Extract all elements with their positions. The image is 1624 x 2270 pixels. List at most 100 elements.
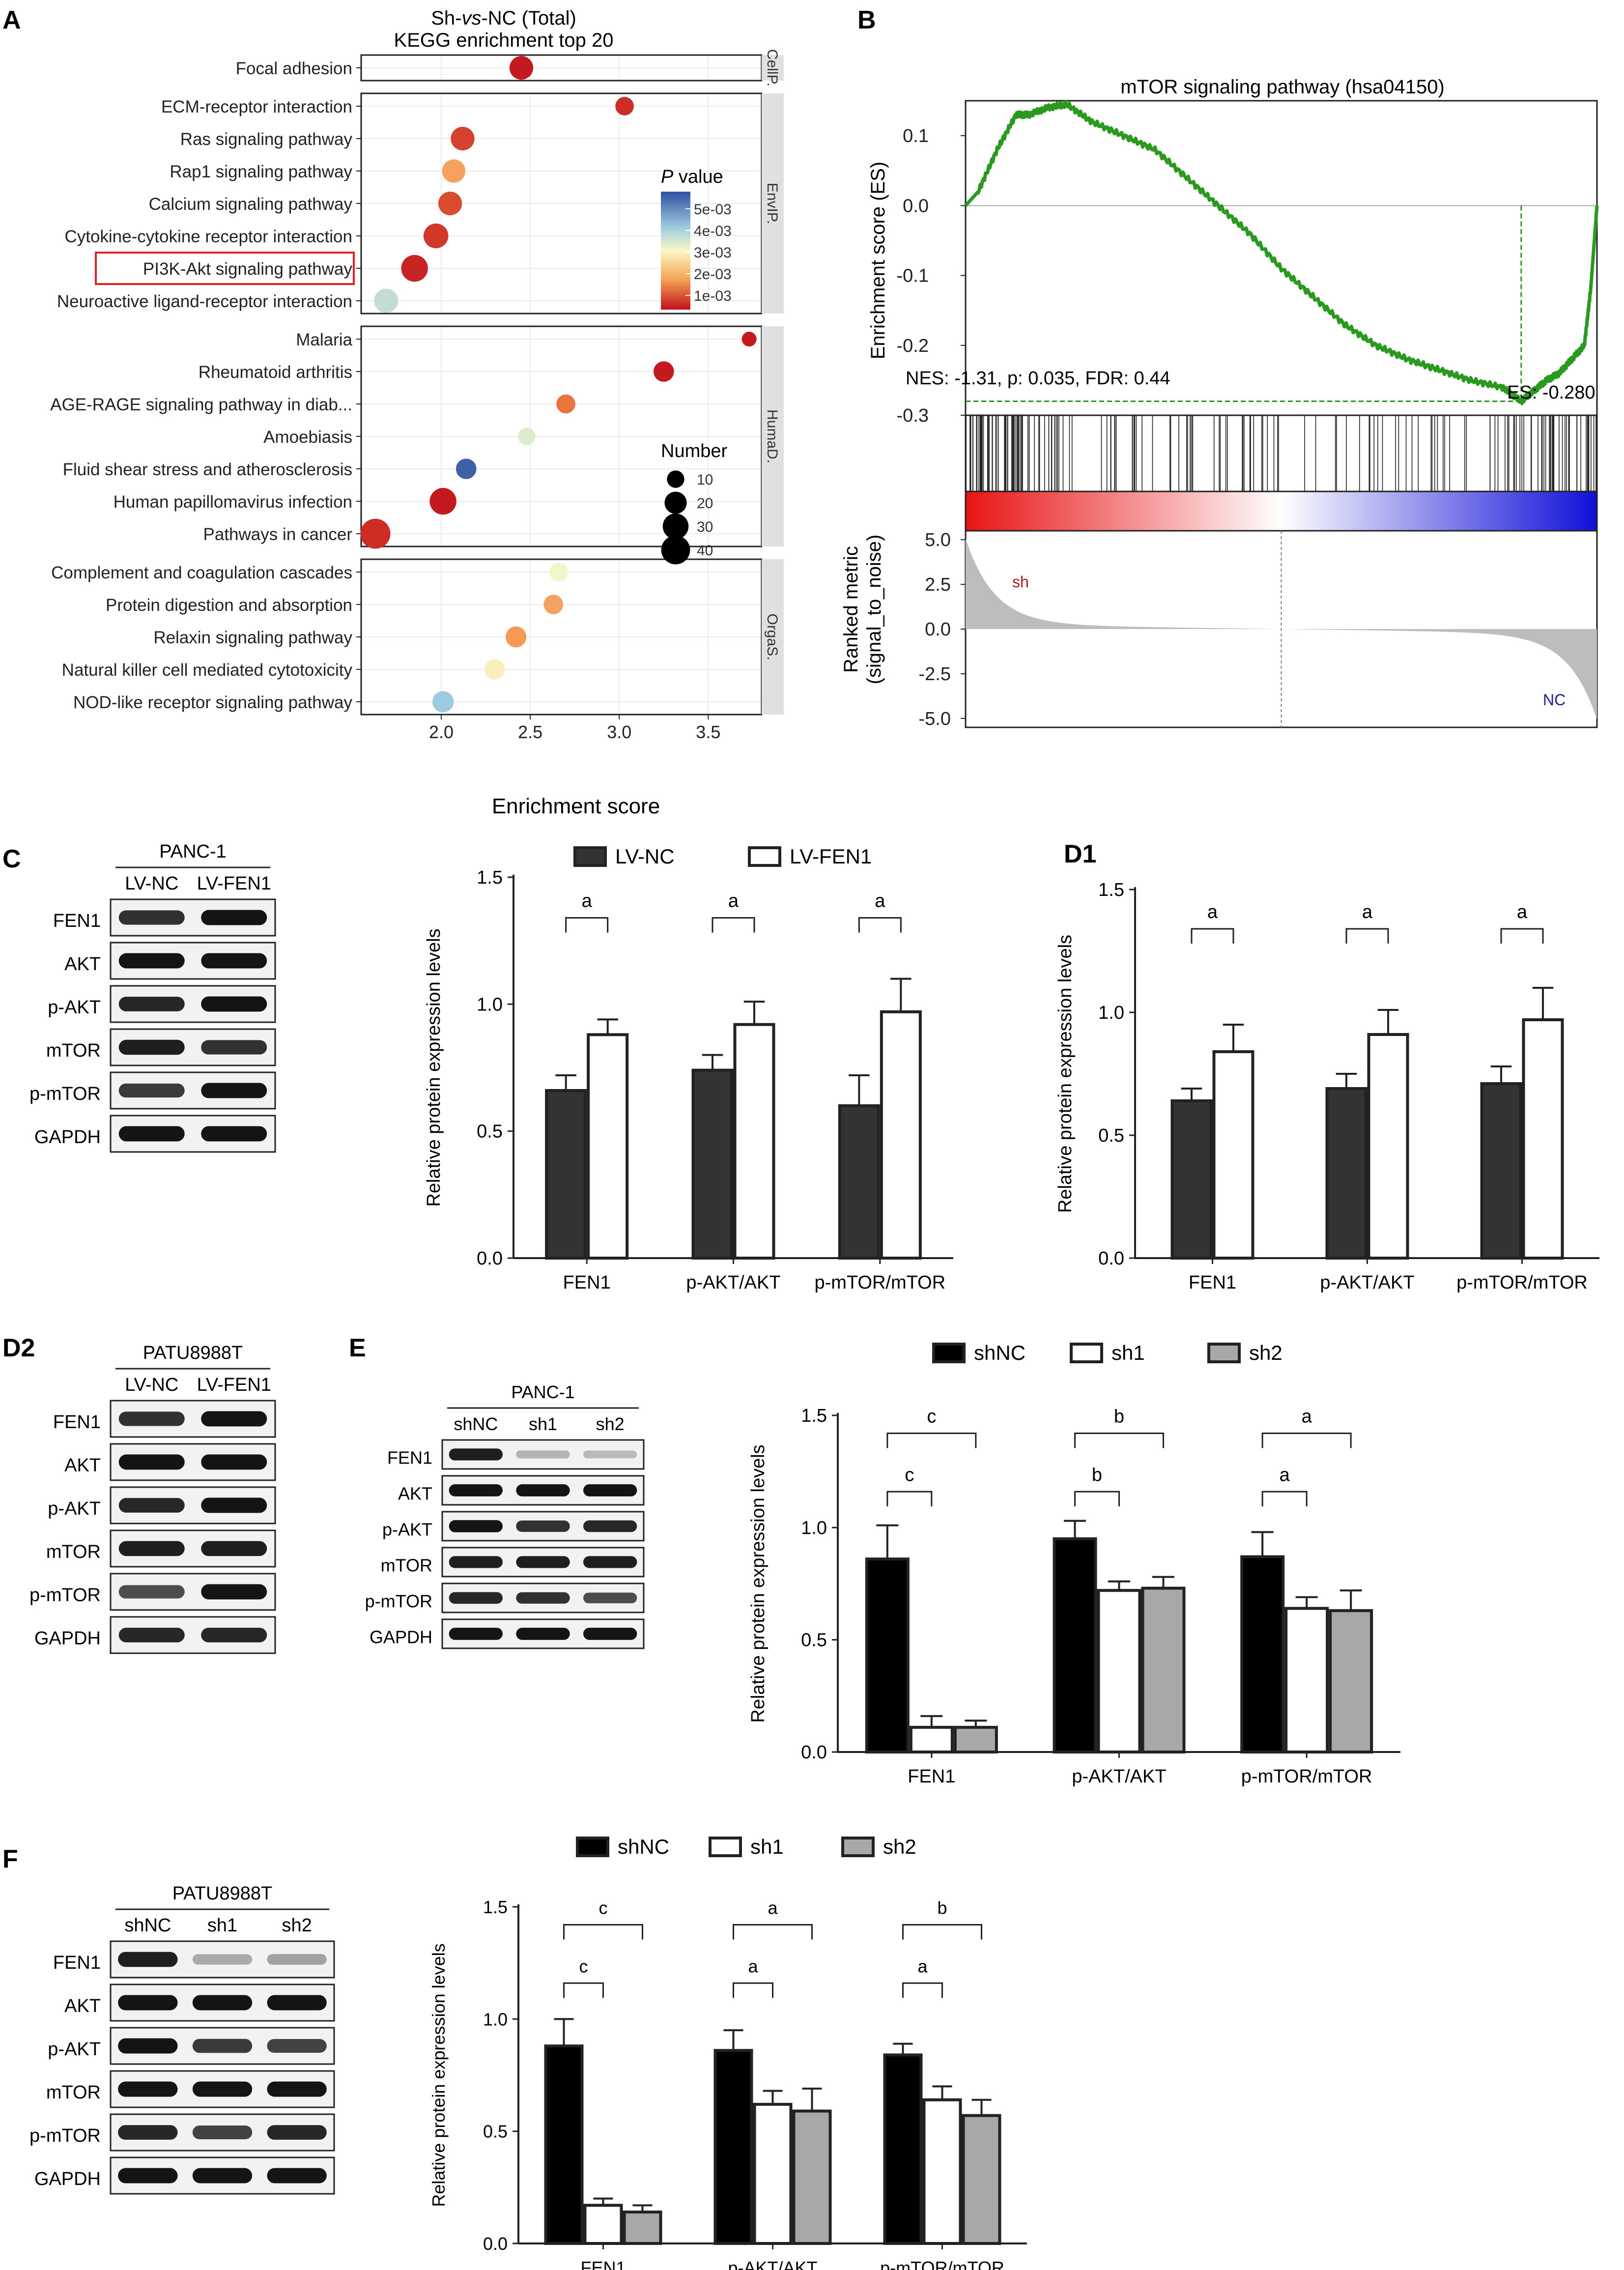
blot-row-label-fen1: FEN1 [53, 911, 101, 931]
significance-label: a [1362, 902, 1373, 922]
bar-sh2-p-akt-akt [1141, 1586, 1186, 1753]
y-tick-label: 1.5 [1098, 880, 1124, 900]
significance-bracket [563, 1924, 643, 1940]
tick-label-x: 3.5 [696, 722, 720, 742]
significance-bracket [733, 1982, 773, 1998]
blot-d2: PATU8988T LV-NC LV-FEN1 FEN1 AKT p-AKT mTOR p-m… [29, 1343, 276, 1654]
ranked-tick-label: -2.5 [919, 664, 951, 685]
significance-bracket [1261, 1433, 1352, 1448]
blot-cell-line: PATU8988T [143, 1343, 243, 1363]
ranked-ylabel-line2: (signal_to_noise) [863, 535, 885, 685]
category-label-p-akt-akt: p-AKT/AKT [1320, 1272, 1414, 1293]
blot-row-label-mtor: mTOR [381, 1555, 432, 1576]
es-tick-label: 0.0 [903, 196, 929, 216]
number-legend-title: Number [661, 441, 727, 461]
blot-row-label-gapdh: GAPDH [370, 1627, 432, 1647]
bar-lv-fen1-p-mtor-mtor [1522, 1018, 1564, 1260]
dot-pathways-in-cancer [360, 518, 391, 549]
dot-amoebiasis [518, 428, 536, 445]
y-tick-label: 1.0 [1098, 1003, 1124, 1023]
blot-row-label-gapdh: GAPDH [34, 1127, 101, 1148]
y-axis-label: Relative protein expression levels [1055, 935, 1076, 1213]
blot-band [201, 1584, 267, 1600]
bar-lv-nc-p-akt-akt [1325, 1087, 1368, 1260]
bar-sh2-p-akt-akt [792, 2109, 832, 2245]
blot-band [267, 2039, 327, 2053]
significance-label: a [1280, 1465, 1290, 1485]
blot-band [192, 2039, 253, 2053]
y-tick-label: 1.0 [801, 1518, 827, 1538]
legend-label-sh2: sh2 [883, 1835, 916, 1858]
blot-band [118, 2168, 178, 2184]
blot-band [118, 953, 185, 969]
tick-label-x: 2.0 [429, 722, 454, 742]
legend-label-shnc: shNC [618, 1835, 669, 1858]
facet-envip: EnvIP. ECM-receptor interaction Ras signal… [57, 92, 784, 315]
significance-label: b [937, 1898, 947, 1918]
category-label-fen1: FEN1 [580, 2258, 626, 2270]
blot-band [516, 1556, 570, 1568]
blot-band [118, 1995, 178, 2011]
blot-band [267, 2125, 327, 2140]
blot-cell-line: PATU8988T [172, 1883, 272, 1904]
significance-label: a [768, 1898, 778, 1918]
term-label-age-rage-signaling-pathway-in-diab: AGE-RAGE signaling pathway in diab... [50, 395, 352, 414]
y-axis-label: Relative protein expression levels [424, 928, 444, 1207]
blot-band [449, 1448, 503, 1461]
panel-label-a: A [2, 6, 21, 34]
category-label-fen1: FEN1 [563, 1272, 611, 1293]
blot-lane-lv-fen1: LV-FEN1 [197, 873, 271, 894]
blot-band [192, 2126, 253, 2139]
significance-label: a [748, 1956, 758, 1976]
legend-swatch-sh1 [1070, 1343, 1103, 1363]
blot-lane-shnc: shNC [454, 1414, 498, 1434]
blot-band [516, 1592, 570, 1604]
nc-label: NC [1543, 691, 1566, 709]
y-tick-label: 0.0 [1098, 1248, 1124, 1269]
colorbar-tick-label: 4e-03 [694, 223, 732, 239]
blot-band [118, 1411, 185, 1426]
significance-bracket [858, 917, 902, 933]
category-label-p-akt-akt: p-AKT/AKT [728, 2258, 817, 2270]
rank-gradient-bar [965, 490, 1598, 532]
bar-lv-nc-p-akt-akt [691, 1068, 734, 1260]
bar-chart-c: 0.0 0.5 1.0 1.5 Relative protein expression … [424, 845, 953, 1293]
blot-band [118, 1126, 185, 1142]
blot-row-label-akt: AKT [64, 954, 101, 975]
blot-band [583, 1556, 637, 1568]
significance-bracket [1500, 928, 1544, 944]
bar-sh2-fen1 [623, 2211, 662, 2245]
facet-strip [762, 326, 784, 546]
facet-strip-label: CellP. [764, 49, 780, 86]
y-tick-label: 1.5 [801, 1406, 827, 1426]
y-tick-label: 0.0 [801, 1742, 827, 1763]
blot-row-label-mtor: mTOR [46, 1040, 101, 1061]
title-pre: Sh- [431, 7, 461, 29]
blot-row-label-akt: AKT [398, 1484, 432, 1504]
significance-bracket [565, 917, 609, 933]
panel-label-d1: D1 [1064, 840, 1096, 868]
dot-complement-and-coagulation-cascades [549, 563, 568, 581]
significance-bracket [886, 1433, 977, 1448]
blot-row-label-p-mtor: p-mTOR [29, 1585, 101, 1606]
blot-lane-sh1: sh1 [207, 1915, 237, 1936]
hits-frame [965, 414, 1598, 492]
number-legend: Number 10 20 30 40 [661, 441, 727, 565]
blot-band [583, 1628, 637, 1640]
dot-human-papillomavirus-infection [429, 488, 456, 515]
bar-lv-nc-fen1 [545, 1089, 587, 1260]
legend-label-sh1: sh1 [750, 1835, 784, 1858]
term-label-nod-like-receptor-signaling-pathway: NOD-like receptor signaling pathway [73, 693, 353, 712]
y-tick-label: 0.0 [477, 1248, 503, 1269]
y-axis-label: Relative protein expression levels [748, 1444, 769, 1723]
term-label-natural-killer-cell-mediated-cytotoxicity: Natural killer cell mediated cytotoxicit… [62, 661, 353, 680]
legend-label-lv-nc: LV-NC [615, 845, 675, 868]
dot-ecm-receptor-interaction [615, 97, 634, 115]
facet-orgas: OrgaS. Complement and coagulation cascade… [51, 558, 784, 716]
blot-band [449, 1484, 503, 1496]
significance-bracket [712, 917, 755, 933]
blot-band [267, 2168, 327, 2184]
term-label-neuroactive-ligand-receptor-interaction: Neuroactive ligand-receptor interaction [57, 292, 352, 311]
term-label-pi3k-akt-signaling-pathway: PI3K-Akt signaling pathway [143, 259, 353, 279]
